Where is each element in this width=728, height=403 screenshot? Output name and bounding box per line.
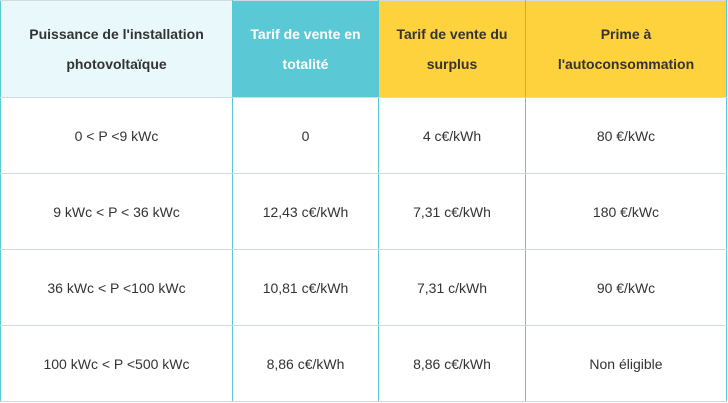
table-row: 100 kWc < P <500 kWc 8,86 c€/kWh 8,86 c€/k… xyxy=(0,325,727,402)
table-cell: 100 kWc < P <500 kWc xyxy=(0,325,233,402)
table-cell: 0 < P <9 kWc xyxy=(0,97,233,174)
table-header: Puissance de l'installation photovoltaïq… xyxy=(0,0,727,98)
table-cell: Non éligible xyxy=(525,325,727,402)
header-cell: Puissance de l'installation photovoltaïq… xyxy=(0,0,233,98)
table-cell: 4 c€/kWh xyxy=(378,97,526,174)
table-cell: 7,31 c€/kWh xyxy=(378,173,526,250)
table-cell: 180 €/kWc xyxy=(525,173,727,250)
table-row: 0 < P <9 kWc 0 4 c€/kWh 80 €/kWc xyxy=(0,97,727,174)
table-cell: 90 €/kWc xyxy=(525,249,727,326)
table-row: 9 kWc < P < 36 kWc 12,43 c€/kWh 7,31 c€/kW… xyxy=(0,173,727,250)
header-cell: Tarif de vente en totalité xyxy=(232,0,379,98)
header-row: Puissance de l'installation photovoltaïq… xyxy=(0,0,727,98)
header-cell: Tarif de vente du surplus xyxy=(378,0,526,98)
table-row: 36 kWc < P <100 kWc 10,81 c€/kWh 7,31 c/kW… xyxy=(0,249,727,326)
table-cell: 9 kWc < P < 36 kWc xyxy=(0,173,233,250)
table-cell: 80 €/kWc xyxy=(525,97,727,174)
table-cell: 12,43 c€/kWh xyxy=(232,173,379,250)
header-cell: Prime à l'autoconsommation xyxy=(525,0,727,98)
table-cell: 10,81 c€/kWh xyxy=(232,249,379,326)
table-cell: 0 xyxy=(232,97,379,174)
table-cell: 7,31 c/kWh xyxy=(378,249,526,326)
table-cell: 36 kWc < P <100 kWc xyxy=(0,249,233,326)
table-cell: 8,86 c€/kWh xyxy=(378,325,526,402)
table-body: 0 < P <9 kWc 0 4 c€/kWh 80 €/kWc 9 kWc < P <… xyxy=(0,97,727,402)
table-cell: 8,86 c€/kWh xyxy=(232,325,379,402)
